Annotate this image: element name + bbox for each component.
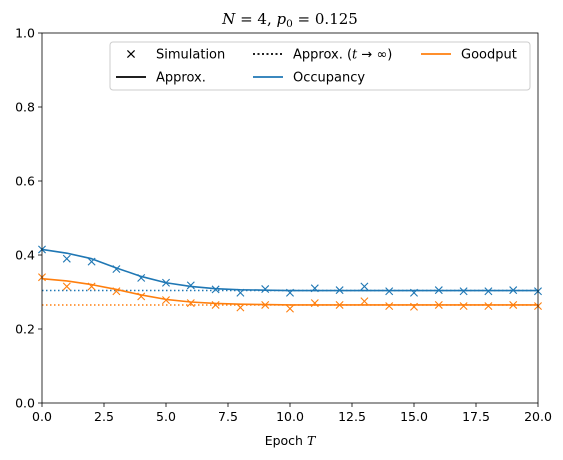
goodput-simulation-point [62,282,71,291]
legend-entry-occupancy: Occupancy [253,71,365,86]
x-tick-label-6: 15.0 [400,409,428,424]
svg-text:Simulation: Simulation [156,48,225,63]
x-tick-label-3: 7.5 [218,409,238,424]
occupancy-approx-line [41,248,538,292]
occupancy-simulation-point [410,288,418,297]
occupancy-simulation-point [211,285,220,294]
goodput-simulation-point [385,302,394,311]
x-tick-label-7: 17.5 [462,409,490,424]
legend-entry-approx: Approx. [116,71,206,86]
goodput-simulation-point [236,303,245,312]
occupancy-simulation-point [137,273,146,282]
occupancy-simulation-point [459,287,468,296]
x-tick-label-1: 2.5 [94,409,114,424]
y-tick-label-0: 0.0 [15,396,35,411]
chart-title: N = 4, p0 = 0.125 [221,10,358,30]
goodput-simulation-point [410,302,418,311]
occupancy-simulation-point [509,286,518,295]
plot-area: 0.0 2.5 5.0 7.5 10.0 12.5 15.0 17.5 20.0 0.0 0.2 0.… [15,26,552,425]
svg-text:Approx.: Approx. [156,71,206,86]
x-axis-label: Epoch T [265,433,317,448]
plot-frame [41,32,539,404]
legend: Simulation Approx. Approx. (t → ∞) Occupanc… [109,41,531,91]
legend-entry-simulation: Simulation [126,48,225,63]
occupancy-simulation-point [335,286,344,295]
occupancy-simulation-point [112,265,121,274]
x-tick-label-4: 10.0 [276,409,304,424]
goodput-simulation-point [484,302,493,311]
occupancy-simulation-point [261,285,270,294]
svg-text:Approx. (t → ∞): Approx. (t → ∞) [293,48,392,63]
goodput-simulation-point [162,296,170,305]
goodput-simulation-point [87,282,96,291]
legend-entry-approx-t: Approx. (t → ∞) [253,48,392,63]
occupancy-simulation-point [434,286,443,295]
goodput-simulation-point [459,302,468,311]
y-tick-label-2: 0.4 [15,248,35,263]
goodput-simulation-point [335,300,344,309]
goodput-simulation-point [434,300,443,309]
goodput-simulation-point [286,304,294,313]
occupancy-simulation-point [385,287,394,296]
y-tick-label-5: 1.0 [15,26,35,41]
svg-text:Occupancy: Occupancy [293,71,365,86]
occupancy-simulation-point [162,278,170,287]
occupancy-simulation-point [87,257,96,266]
goodput-simulation-point [137,292,146,301]
occupancy-simulation-point [62,254,71,263]
occupancy-simulation-point [236,288,245,297]
goodput-simulation-point [261,300,270,309]
legend-entry-goodput: Goodput [421,48,517,63]
y-tick-label-1: 0.2 [15,322,35,337]
goodput-simulation-point [509,300,518,309]
y-tick-label-3: 0.6 [15,174,35,189]
goodput-simulation-point [186,299,195,308]
x-tick-label-5: 12.5 [338,409,366,424]
x-tick-label-8: 20.0 [524,409,552,424]
goodput-simulation-point [211,300,220,309]
occupancy-simulation-point [310,284,319,293]
y-tick-label-4: 0.8 [15,100,35,115]
x-tick-label-2: 5.0 [156,409,176,424]
x-tick-label-0: 0.0 [32,409,52,424]
svg-text:Goodput: Goodput [461,48,517,63]
goodput-simulation-point [112,287,121,296]
occupancy-simulation-point [286,288,294,297]
occupancy-simulation-point [484,287,493,296]
occupancy-simulation-point [186,281,195,290]
goodput-approx-line [41,277,538,306]
goodput-simulation-point [360,297,369,306]
occupancy-simulation-point [360,282,369,291]
goodput-simulation-point [310,299,319,308]
